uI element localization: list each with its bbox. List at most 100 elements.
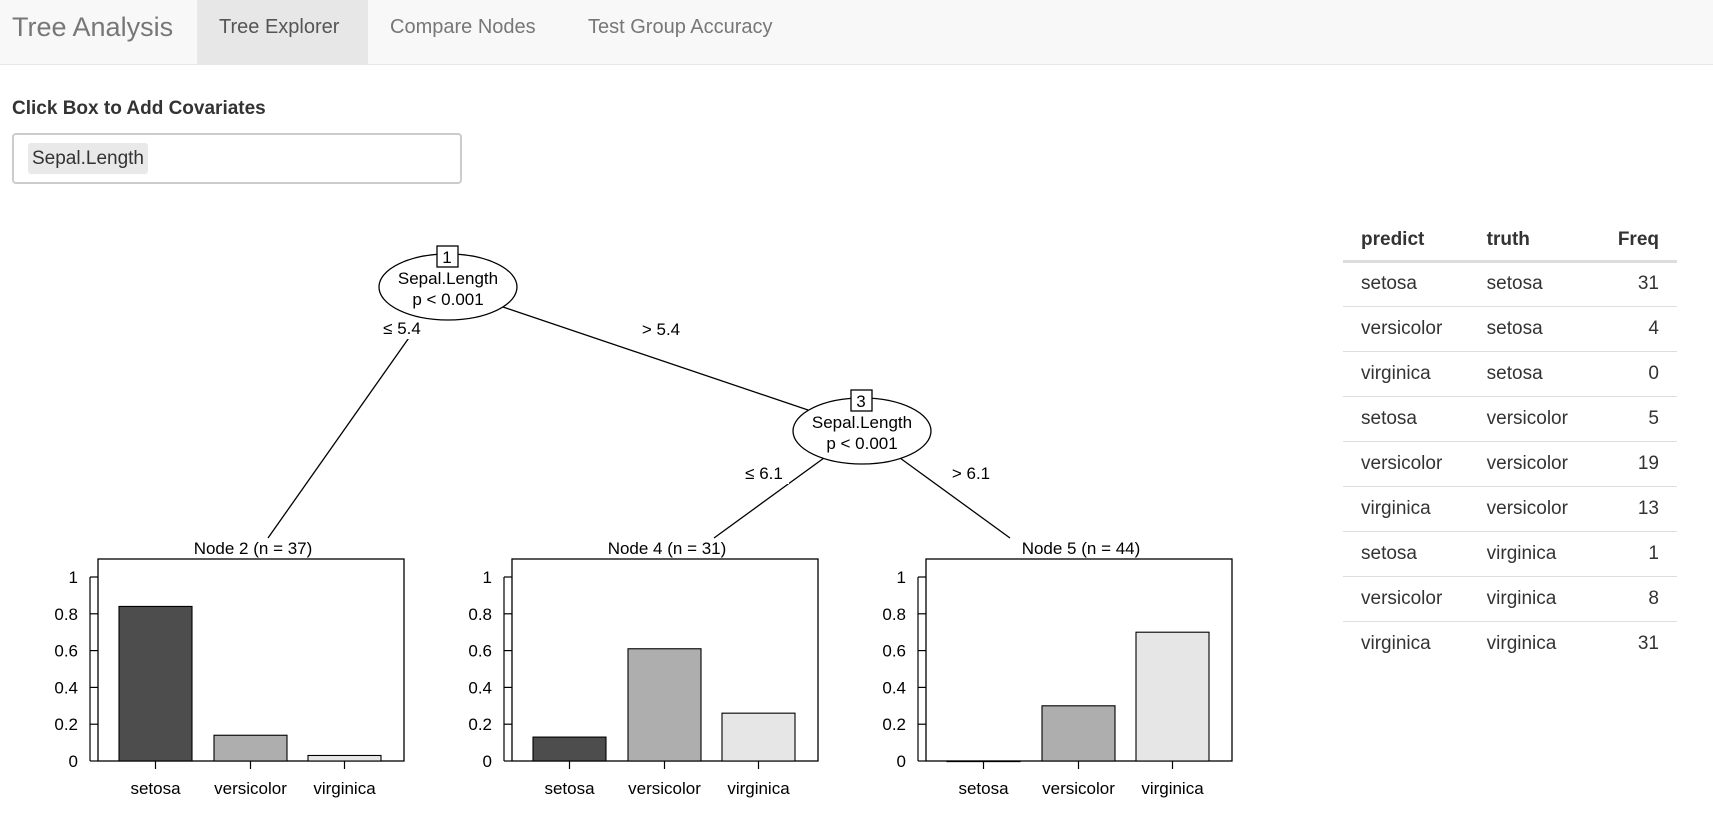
inner-node-1-variable: Sepal.Length (398, 269, 498, 288)
tab-test-group-accuracy[interactable]: Test Group Accuracy (588, 16, 773, 38)
cell-predict: setosa (1343, 260, 1469, 306)
cell-freq: 13 (1594, 485, 1677, 531)
bar-versicolor (213, 734, 288, 762)
cell-predict: virginica (1343, 620, 1469, 666)
cell-truth: versicolor (1468, 395, 1595, 441)
app-brand[interactable]: Tree Analysis (12, 12, 174, 42)
cell-truth: setosa (1468, 350, 1595, 396)
inner-node-3-pvalue: p < 0.001 (826, 434, 897, 453)
terminal-node-5-chart: Node 5 (n = 44) 0 0.2 0.4 0.6 0.8 1 setosa versi… (882, 539, 1233, 798)
inner-node-1-id: 1 (442, 248, 451, 267)
x-tick-label: setosa (958, 779, 1009, 798)
cell-truth: setosa (1468, 305, 1595, 351)
table-row: virginica virginica 31 (1343, 620, 1677, 666)
x-tick-label: versicolor (1042, 779, 1115, 798)
table-row: setosa setosa 31 (1343, 260, 1677, 306)
cell-predict: virginica (1343, 485, 1469, 531)
cell-freq: 8 (1594, 575, 1677, 621)
y-tick-label: 0 (483, 752, 492, 771)
table-row: versicolor virginica 8 (1343, 575, 1677, 621)
tree-plot: ≤ 5.4 > 5.4 ≤ 6.1 > 6.1 1 Sepal.Length p… (54, 245, 1233, 798)
node-title: Node 2 (n = 37) (194, 539, 313, 558)
table-row: virginica versicolor 13 (1343, 485, 1677, 531)
bar-versicolor (627, 648, 702, 762)
terminal-node-4-chart: Node 4 (n = 31) 0 0.2 0.4 0.6 0.8 1 setosa versi… (468, 539, 819, 798)
inner-node-3-variable: Sepal.Length (812, 413, 912, 432)
table-row: setosa versicolor 5 (1343, 395, 1677, 441)
y-tick-label: 0.8 (54, 605, 78, 624)
x-tick-label: virginica (727, 779, 790, 798)
y-tick-label: 0.6 (468, 642, 492, 661)
y-tick-label: 0.4 (54, 678, 78, 697)
cell-predict: virginica (1343, 350, 1469, 396)
edge-label-gt-5-4: > 5.4 (642, 320, 680, 339)
x-tick-label: versicolor (214, 779, 287, 798)
node-title: Node 4 (n = 31) (608, 539, 727, 558)
table-header-row: predict truth Freq (1343, 220, 1677, 263)
column-header-freq[interactable]: Freq (1594, 220, 1677, 263)
node-title: Node 5 (n = 44) (1022, 539, 1141, 558)
covariates-label: Click Box to Add Covariates (12, 98, 266, 119)
cell-truth: virginica (1468, 620, 1595, 666)
x-tick-label: virginica (313, 779, 376, 798)
tree-edge-1-3 (502, 306, 809, 411)
y-tick-label: 1 (897, 568, 906, 587)
cell-freq: 4 (1594, 305, 1677, 351)
cell-predict: versicolor (1343, 440, 1469, 486)
cell-truth: versicolor (1468, 440, 1595, 486)
terminal-node-2-chart: Node 2 (n = 37) 0 0.2 0.4 0.6 0.8 1 setosa versi… (54, 539, 405, 798)
inner-node-3-id: 3 (856, 392, 865, 411)
tree-edge-1-2 (267, 314, 426, 539)
y-tick-label: 0.2 (54, 715, 78, 734)
confusion-table: predict truth Freq setosa setosa 31 versic… (1343, 220, 1677, 666)
bar-versicolor (1041, 705, 1116, 762)
y-tick-label: 0 (69, 752, 78, 771)
tab-tree-explorer[interactable]: Tree Explorer (197, 0, 368, 64)
y-tick-label: 0.6 (54, 642, 78, 661)
bar-setosa (532, 736, 607, 762)
cell-freq: 31 (1594, 620, 1677, 666)
edge-label-le-6-1: ≤ 6.1 (745, 464, 783, 483)
tree-edge-3-5 (899, 457, 1011, 539)
cell-truth: setosa (1468, 260, 1595, 306)
edge-label-gt-6-1: > 6.1 (952, 464, 990, 483)
cell-predict: versicolor (1343, 305, 1469, 351)
covariate-chip[interactable]: Sepal.Length (28, 143, 148, 174)
y-tick-label: 1 (483, 568, 492, 587)
column-header-predict[interactable]: predict (1343, 220, 1469, 263)
cell-truth: virginica (1468, 530, 1595, 576)
cell-truth: virginica (1468, 575, 1595, 621)
column-header-truth[interactable]: truth (1468, 220, 1595, 263)
cell-freq: 1 (1594, 530, 1677, 576)
cell-predict: setosa (1343, 395, 1469, 441)
cell-freq: 19 (1594, 440, 1677, 486)
bar-virginica (307, 754, 382, 762)
y-tick-label: 0.4 (468, 678, 492, 697)
inner-node-1-pvalue: p < 0.001 (412, 290, 483, 309)
navbar: Tree Analysis Tree Explorer Compare Node… (0, 0, 1713, 65)
cell-predict: versicolor (1343, 575, 1469, 621)
y-tick-label: 0.6 (882, 642, 906, 661)
cell-freq: 31 (1594, 260, 1677, 306)
y-tick-label: 0 (897, 752, 906, 771)
table-row: versicolor versicolor 19 (1343, 440, 1677, 486)
y-tick-label: 0.2 (882, 715, 906, 734)
x-tick-label: setosa (130, 779, 181, 798)
y-tick-label: 1 (69, 568, 78, 587)
x-tick-label: setosa (544, 779, 595, 798)
y-tick-label: 0.2 (468, 715, 492, 734)
tab-compare-nodes[interactable]: Compare Nodes (390, 16, 536, 38)
bar-virginica (1135, 631, 1210, 762)
table-row: versicolor setosa 4 (1343, 305, 1677, 351)
edge-label-le-5-4: ≤ 5.4 (383, 319, 421, 338)
x-tick-label: virginica (1141, 779, 1204, 798)
table-row: virginica setosa 0 (1343, 350, 1677, 396)
cell-freq: 5 (1594, 395, 1677, 441)
bar-setosa (118, 605, 193, 762)
cell-truth: versicolor (1468, 485, 1595, 531)
tree-edge-3-4 (713, 457, 825, 539)
covariates-select[interactable]: Sepal.Length (12, 133, 462, 184)
y-tick-label: 0.4 (882, 678, 906, 697)
cell-freq: 0 (1594, 350, 1677, 396)
table-row: setosa virginica 1 (1343, 530, 1677, 576)
